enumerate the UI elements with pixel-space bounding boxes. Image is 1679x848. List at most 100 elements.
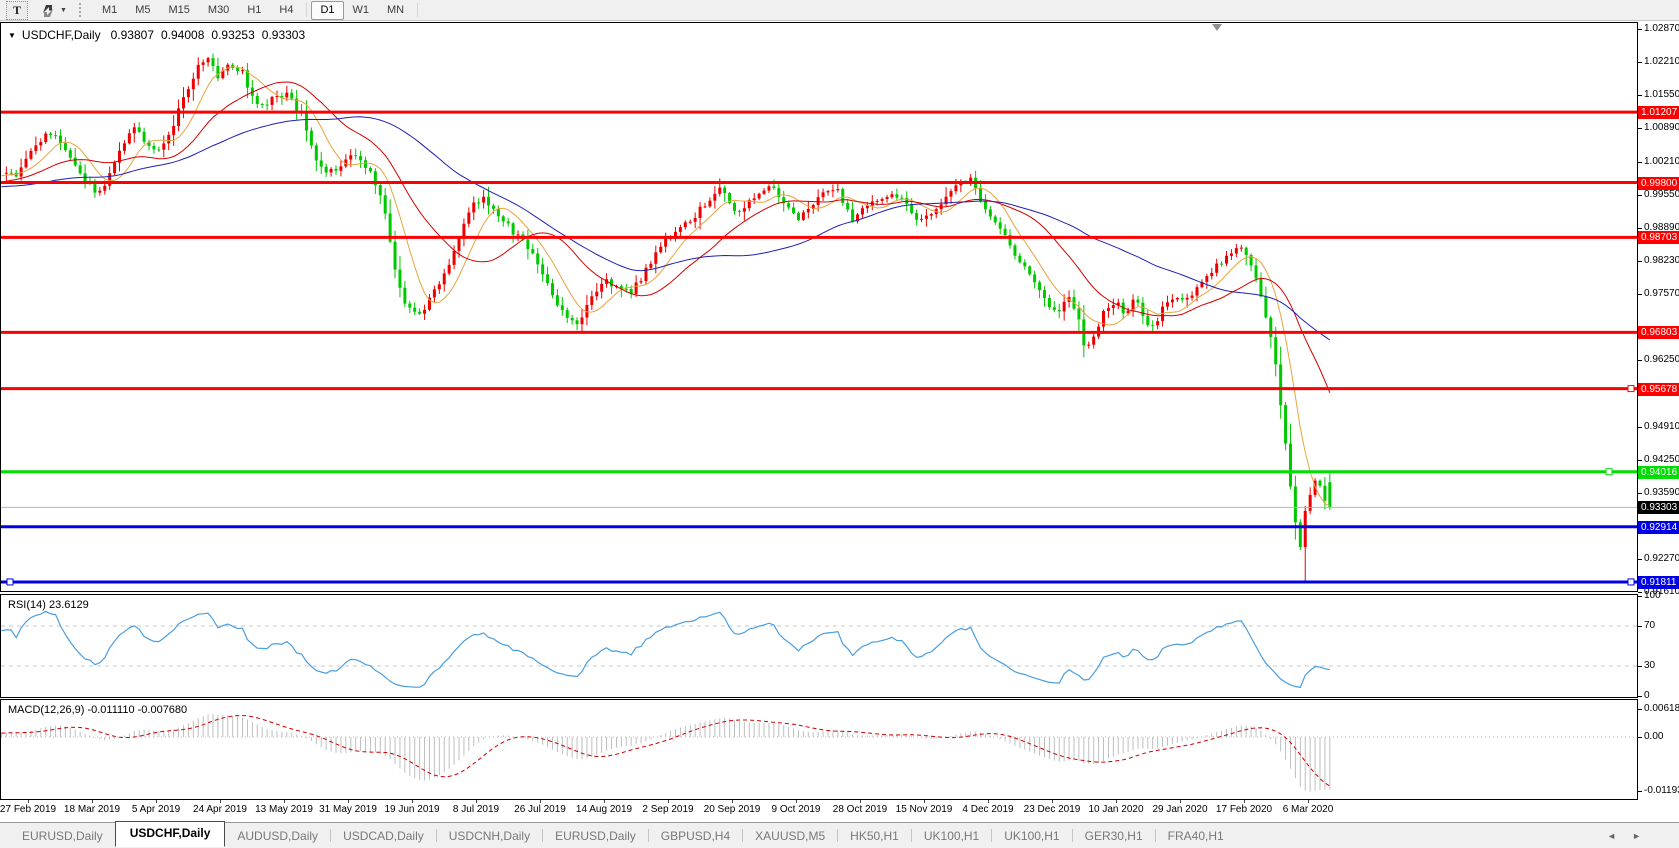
price-tick-mark bbox=[1638, 29, 1642, 30]
price-tick-mark bbox=[1638, 195, 1642, 196]
macd-tick-label: 0.006186 bbox=[1644, 703, 1679, 715]
date-tick-mark bbox=[924, 800, 925, 803]
tab-scroll-right-icon[interactable]: ► bbox=[1632, 831, 1641, 841]
macd-tick-label: 0.00 bbox=[1644, 731, 1664, 742]
timeframe-button-m1[interactable]: M1 bbox=[101, 3, 118, 16]
timeframe-button-h4[interactable]: H4 bbox=[279, 3, 294, 16]
tab-usdchf-daily[interactable]: USDCHF,Daily bbox=[114, 820, 226, 847]
price-tick-mark bbox=[1638, 427, 1642, 428]
date-tick-mark bbox=[220, 800, 221, 803]
hline-price-label: 0.96803 bbox=[1638, 326, 1679, 340]
date-tick-mark bbox=[796, 800, 797, 803]
rsi-panel[interactable]: RSI(14) 23.6129 bbox=[0, 594, 1638, 698]
tab-ger30-h1[interactable]: GER30,H1 bbox=[1084, 828, 1143, 843]
date-tick-mark bbox=[28, 800, 29, 803]
candlestick-chart[interactable] bbox=[1, 23, 1637, 591]
price-tick-mark bbox=[1638, 592, 1642, 593]
date-label: 19 Jun 2019 bbox=[384, 804, 440, 815]
date-label: 17 Feb 2020 bbox=[1215, 804, 1273, 815]
timeframe-button-h1[interactable]: H1 bbox=[247, 3, 262, 16]
arrows-icon bbox=[43, 4, 53, 17]
date-label: 15 Nov 2019 bbox=[895, 804, 953, 815]
timeframe-button-m15[interactable]: M15 bbox=[168, 3, 190, 16]
tab-fra40-h1[interactable]: FRA40,H1 bbox=[1167, 828, 1224, 843]
hline-price-label: 1.01207 bbox=[1638, 106, 1679, 120]
tab-scroll-left-icon[interactable]: ◄ bbox=[1607, 831, 1617, 841]
date-tick-mark bbox=[540, 800, 541, 803]
price-tick-label: 0.94910 bbox=[1644, 421, 1679, 432]
macd-chart bbox=[1, 714, 1637, 792]
ohlc-close: 0.93303 bbox=[261, 28, 306, 42]
chart-tab-bar: EURUSD,Daily USDCHF,Daily AUDUSD,Daily USDC… bbox=[0, 820, 1679, 848]
tab-uk100-h1[interactable]: UK100,H1 bbox=[923, 828, 980, 843]
date-tick-mark bbox=[1116, 800, 1117, 803]
hline-price-label: 0.94016 bbox=[1638, 465, 1679, 479]
tab-usdcnh-daily[interactable]: USDCNH,Daily bbox=[448, 828, 531, 843]
tab-eurusd-daily[interactable]: EURUSD,Daily bbox=[555, 828, 636, 843]
price-tick-mark bbox=[1638, 360, 1642, 361]
timeframe-button-m30[interactable]: M30 bbox=[207, 3, 230, 16]
hline-price-label: 0.99800 bbox=[1638, 176, 1679, 190]
tab-uk100-h1[interactable]: UK100,H1 bbox=[1004, 828, 1060, 843]
date-label: 14 Aug 2019 bbox=[575, 804, 633, 815]
rsi-tick-label: 0 bbox=[1644, 690, 1650, 701]
tab-audusd-daily[interactable]: AUDUSD,Daily bbox=[237, 828, 319, 843]
toolbar-grip[interactable] bbox=[78, 3, 83, 17]
rsi-tick-mark bbox=[1638, 696, 1642, 697]
date-label: 6 Mar 2020 bbox=[1282, 804, 1334, 815]
tab-gbpusd-h4[interactable]: GBPUSD,H4 bbox=[660, 828, 731, 843]
price-axis[interactable]: 1.02870 1.02210 1.01550 1.00890 1.00210 0.995… bbox=[1638, 22, 1679, 800]
tab-separator bbox=[330, 829, 332, 842]
price-tick-label: 1.00890 bbox=[1644, 122, 1679, 133]
tab-separator bbox=[742, 829, 744, 842]
timeframe-button-mn[interactable]: MN bbox=[387, 3, 405, 16]
price-tick-mark bbox=[1638, 62, 1642, 63]
macd-label: MACD(12,26,9) -0.011110 -0.007680 bbox=[8, 704, 188, 716]
price-tick-mark bbox=[1638, 261, 1642, 262]
hline-price-label: 0.98703 bbox=[1638, 231, 1679, 245]
timeframe-button-m5[interactable]: M5 bbox=[135, 3, 151, 16]
date-label: 4 Dec 2019 bbox=[962, 804, 1014, 815]
timeframe-button-d1[interactable]: D1 bbox=[311, 0, 344, 20]
macd-tick-mark bbox=[1638, 709, 1642, 711]
tab-separator bbox=[1071, 829, 1073, 842]
tab-xauusd-m5[interactable]: XAUUSD,M5 bbox=[755, 828, 826, 843]
price-tick-mark bbox=[1638, 228, 1642, 229]
tab-hk50-h1[interactable]: HK50,H1 bbox=[850, 828, 899, 843]
date-label: 13 May 2019 bbox=[255, 804, 313, 815]
tab-eurusd-daily[interactable]: EURUSD,Daily bbox=[22, 828, 103, 843]
price-tick-label: 1.02210 bbox=[1644, 56, 1679, 67]
rsi-chart bbox=[1, 610, 1637, 689]
main-chart-panel[interactable]: ▼ USDCHF,Daily 0.93807 0.94008 0.93253 0… bbox=[0, 22, 1638, 592]
text-tool-button[interactable]: T bbox=[6, 0, 28, 20]
time-axis[interactable]: 27 Feb 2019 18 Mar 2019 5 Apr 2019 24 Apr 2… bbox=[0, 800, 1638, 822]
date-tick-mark bbox=[156, 800, 157, 803]
tab-usdcad-daily[interactable]: USDCAD,Daily bbox=[343, 828, 424, 843]
chart-title: ▼ USDCHF,Daily 0.93807 0.94008 0.93253 0… bbox=[8, 28, 312, 42]
rsi-tick-mark bbox=[1638, 666, 1642, 667]
arrows-tool-button[interactable]: ▼ bbox=[40, 2, 67, 19]
date-tick-mark bbox=[284, 800, 285, 803]
timeframe-button-w1[interactable]: W1 bbox=[352, 3, 370, 16]
macd-tick-mark bbox=[1638, 737, 1642, 738]
date-tick-mark bbox=[1308, 800, 1309, 803]
date-tick-mark bbox=[412, 800, 413, 803]
one-click-menu-icon[interactable]: ▼ bbox=[8, 30, 16, 40]
ohlc-low: 0.93253 bbox=[211, 28, 255, 42]
price-tick-mark bbox=[1638, 128, 1642, 129]
rsi-tick-mark bbox=[1638, 626, 1642, 627]
price-tick-mark bbox=[1638, 162, 1642, 163]
chart-symbol: USDCHF,Daily bbox=[21, 28, 101, 42]
rsi-tick-label: 100 bbox=[1644, 590, 1661, 601]
tab-scroll-buttons: ◄ ► bbox=[1607, 831, 1641, 841]
chart-shift-marker bbox=[1212, 24, 1222, 31]
price-tick-mark bbox=[1638, 95, 1642, 96]
price-tick-label: 1.00210 bbox=[1644, 156, 1679, 167]
price-tick-label: 1.01550 bbox=[1644, 89, 1679, 100]
price-tick-label: 0.92270 bbox=[1644, 553, 1679, 564]
macd-panel[interactable]: MACD(12,26,9) -0.011110 -0.007680 bbox=[0, 699, 1638, 800]
date-label: 2 Sep 2019 bbox=[642, 804, 694, 815]
date-label: 28 Oct 2019 bbox=[832, 804, 888, 815]
chevron-down-icon[interactable]: ▼ bbox=[60, 6, 67, 14]
macd-tick-mark bbox=[1638, 790, 1642, 792]
